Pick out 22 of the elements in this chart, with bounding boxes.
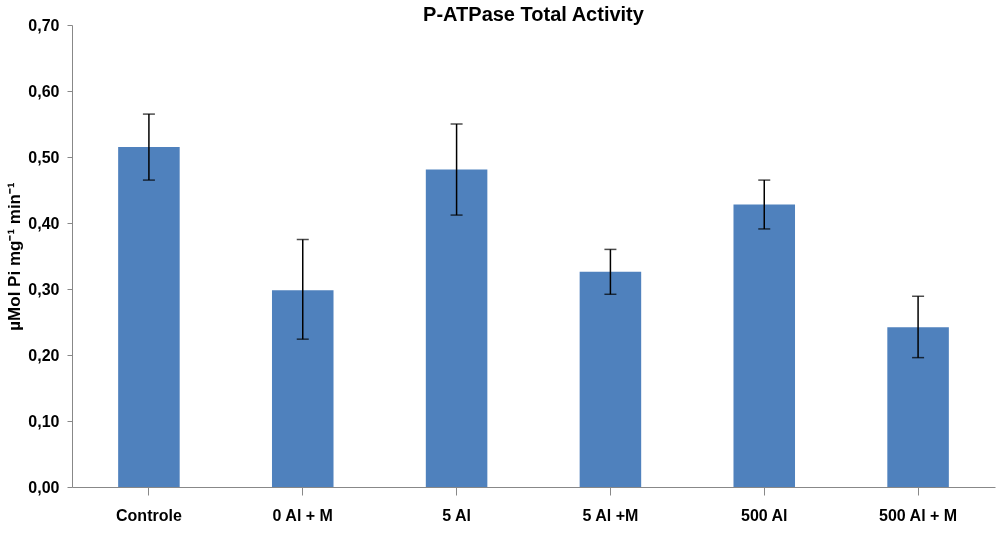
y-tick-label: 0,30 bbox=[28, 280, 60, 298]
x-tick-label: 500 Al bbox=[740, 506, 788, 524]
y-tick-label: 0,60 bbox=[28, 82, 60, 100]
x-tick-label: Controle bbox=[116, 506, 182, 524]
bar bbox=[425, 169, 488, 487]
chart-title: P-ATPase Total Activity bbox=[423, 3, 645, 25]
x-tick-label: 0 Al + M bbox=[272, 506, 333, 524]
y-tick-label: 0,00 bbox=[28, 478, 60, 496]
bar bbox=[887, 327, 949, 487]
bar bbox=[579, 271, 642, 487]
y-tick-label: 0,70 bbox=[28, 16, 60, 34]
bar bbox=[118, 147, 180, 487]
y-tick-label: 0,10 bbox=[28, 412, 60, 430]
x-tick-label: 500 Al + M bbox=[879, 506, 958, 524]
x-tick-label: 5 Al +M bbox=[582, 506, 639, 524]
y-tick-label: 0,20 bbox=[28, 346, 60, 364]
bar bbox=[733, 204, 796, 487]
bar bbox=[271, 290, 334, 487]
y-axis-title: µMol Pi mg⁻¹ min⁻¹ bbox=[5, 181, 25, 331]
y-tick-label: 0,40 bbox=[28, 214, 60, 232]
y-tick-label: 0,50 bbox=[28, 148, 60, 166]
x-tick-label: 5 Al bbox=[442, 506, 471, 524]
